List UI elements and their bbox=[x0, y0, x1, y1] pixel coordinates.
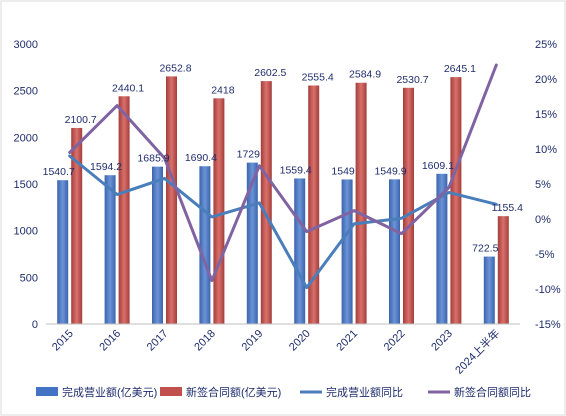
bar-contract-4 bbox=[260, 81, 272, 324]
bar-revenue-4 bbox=[246, 162, 258, 324]
y-right-tick: 20% bbox=[535, 74, 557, 86]
y-right-tick: 5% bbox=[535, 179, 551, 191]
data-label-contract-7: 2530.7 bbox=[396, 74, 428, 86]
bar-revenue-2 bbox=[152, 166, 163, 324]
bar-contract-1 bbox=[118, 96, 130, 325]
data-label-revenue-2: 1685.9 bbox=[137, 153, 169, 165]
bar-revenue-3 bbox=[199, 166, 211, 324]
data-label-revenue-1: 1594.2 bbox=[90, 161, 122, 173]
legend-swatch bbox=[160, 387, 182, 396]
data-labels-group: 1540.7 1594.2 1685.9 1690.4 1729 1559.4 1549 15… bbox=[43, 62, 523, 254]
bar-revenue-5 bbox=[294, 178, 306, 324]
data-label-contract-6: 2584.9 bbox=[349, 69, 381, 81]
y-left-tick: 1500 bbox=[14, 179, 38, 191]
bar-revenue-7 bbox=[389, 179, 400, 324]
bar-contract-5 bbox=[308, 85, 320, 324]
y-right-tick: -5% bbox=[535, 249, 555, 261]
bar-revenue-8 bbox=[436, 173, 448, 324]
y-right-tick: -15% bbox=[535, 319, 561, 331]
data-label-contract-8: 2645.1 bbox=[444, 63, 476, 75]
legend-label: 新签合同额(亿美元) bbox=[186, 385, 281, 399]
data-label-contract-5: 2555.4 bbox=[302, 71, 334, 83]
data-label-revenue-6: 1549 bbox=[331, 165, 355, 177]
bar-contract-0 bbox=[71, 127, 83, 325]
bar-revenue-6 bbox=[341, 179, 353, 324]
bars-group bbox=[57, 76, 509, 325]
data-label-contract-1: 2440.1 bbox=[112, 82, 144, 94]
legend-label: 完成营业额同比 bbox=[326, 385, 403, 399]
bar-contract-7 bbox=[403, 87, 414, 324]
bar-revenue-1 bbox=[104, 175, 116, 324]
data-label-revenue-9: 722.5 bbox=[472, 243, 498, 255]
y-right-tick: 10% bbox=[535, 144, 557, 156]
data-label-revenue-0: 1540.7 bbox=[43, 166, 75, 178]
data-label-contract-9: 1155.4 bbox=[492, 202, 523, 214]
bar-contract-8 bbox=[450, 77, 462, 325]
bar-contract-3 bbox=[213, 98, 225, 324]
data-label-revenue-8: 1609.1 bbox=[422, 160, 454, 172]
data-label-contract-3: 2418 bbox=[211, 84, 235, 96]
y-right-tick: -10% bbox=[535, 284, 561, 296]
data-label-revenue-3: 1690.4 bbox=[185, 152, 217, 164]
legend-label: 完成营业额(亿美元) bbox=[62, 385, 157, 399]
y-right-tick: 25% bbox=[535, 39, 557, 51]
y-left-tick: 500 bbox=[20, 272, 38, 284]
y-left-tick: 3000 bbox=[14, 39, 38, 51]
line-contract-yoy bbox=[68, 63, 498, 283]
bar-contract-9 bbox=[497, 216, 509, 324]
data-label-revenue-4: 1729 bbox=[237, 149, 261, 161]
y-left-tick: 1000 bbox=[14, 226, 38, 238]
y-left-tick: 0 bbox=[32, 319, 38, 331]
data-label-revenue-5: 1559.4 bbox=[280, 164, 312, 176]
data-label-revenue-7: 1549.9 bbox=[374, 165, 406, 177]
line-revenue-yoy bbox=[68, 154, 498, 290]
bar-revenue-9 bbox=[483, 256, 495, 324]
legend-swatch bbox=[36, 387, 58, 396]
lines-group bbox=[68, 63, 498, 290]
data-label-contract-0: 2100.7 bbox=[65, 114, 97, 126]
y-right-tick: 0% bbox=[535, 214, 551, 226]
y-right-tick: 15% bbox=[535, 109, 557, 121]
bar-contract-6 bbox=[355, 82, 367, 324]
bar-contract-2 bbox=[166, 76, 177, 324]
bar-revenue-0 bbox=[57, 180, 69, 324]
legend: 完成营业额(亿美元) 新签合同额(亿美元) 完成营业额同比 新签合同额同比 bbox=[36, 385, 531, 399]
data-label-contract-4: 2602.5 bbox=[254, 67, 286, 79]
y-left-tick: 2500 bbox=[14, 86, 38, 98]
legend-label: 新签合同额同比 bbox=[454, 385, 531, 399]
data-label-contract-2: 2652.8 bbox=[159, 62, 191, 74]
y-left-tick: 2000 bbox=[14, 132, 38, 144]
